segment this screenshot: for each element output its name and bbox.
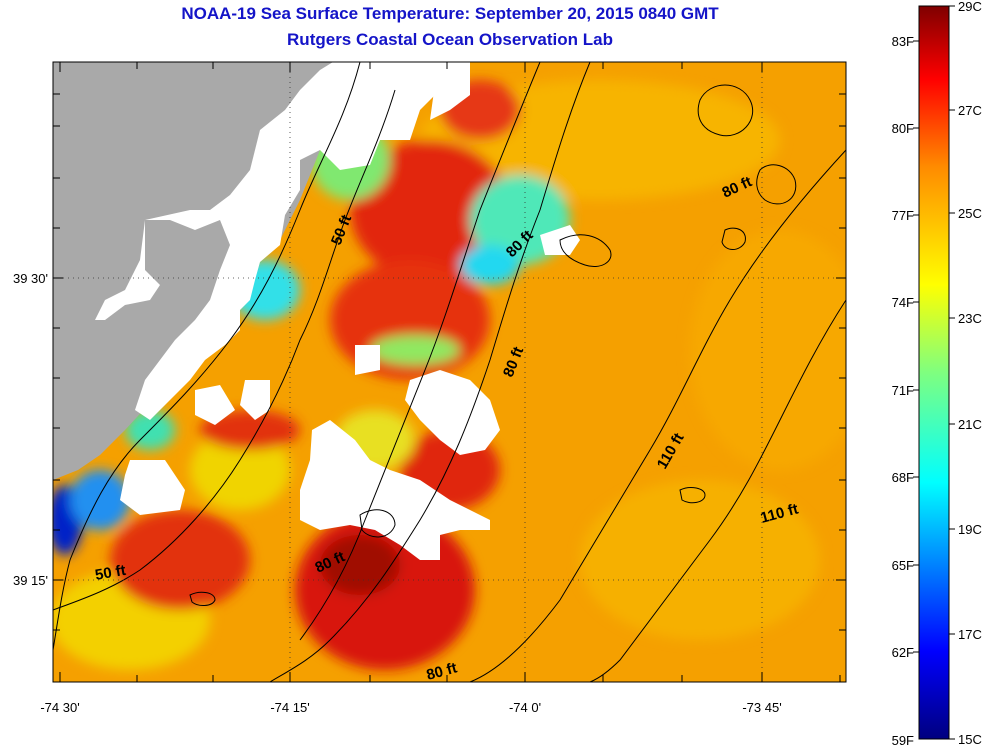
cb-f-label-8: 62F xyxy=(892,645,914,660)
cb-f-label-7: 65F xyxy=(892,558,914,573)
cb-c-label-2: 27C xyxy=(958,103,982,118)
cb-f-label-9: 59F xyxy=(892,733,914,748)
lon-label-4: -73 45' xyxy=(742,700,781,715)
colorbar: 83F 80F 77F 74F 71F 68F 65F 62F 59F 29C … xyxy=(892,0,982,748)
depth-contours xyxy=(53,62,846,682)
graticule xyxy=(53,62,846,682)
sst-field: 50 ft 80 ft 80 ft 80 ft 80 ft 110 ft 110… xyxy=(53,62,846,683)
cb-c-label-6: 19C xyxy=(958,522,982,537)
cb-c-label-3: 25C xyxy=(958,206,982,221)
map-ticks xyxy=(53,62,846,682)
lon-label-2: -74 15' xyxy=(270,700,309,715)
map-subtitle: Rutgers Coastal Ocean Observation Lab xyxy=(287,30,613,49)
cb-c-label-1: 29C xyxy=(958,0,982,14)
cb-f-label-2: 80F xyxy=(892,121,914,136)
map-title: NOAA-19 Sea Surface Temperature: Septemb… xyxy=(181,4,719,23)
lat-label-2: 39 15' xyxy=(13,573,48,588)
map-frame xyxy=(52,61,847,683)
lon-label-3: -74 0' xyxy=(509,700,541,715)
cloud-mask xyxy=(95,62,580,560)
cb-c-label-4: 23C xyxy=(958,311,982,326)
depth-label-9: 80 ft xyxy=(425,659,459,683)
depth-label-8: 50 ft xyxy=(94,562,127,584)
lon-label-1: -74 30' xyxy=(40,700,79,715)
cb-f-label-4: 74F xyxy=(892,295,914,310)
cb-f-label-1: 83F xyxy=(892,34,914,49)
cb-f-label-5: 71F xyxy=(892,383,914,398)
lat-label-1: 39 30' xyxy=(13,271,48,286)
axis-labels: -74 30' -74 15' -74 0' -73 45' 39 30' 39… xyxy=(13,271,782,715)
colorbar-gradient xyxy=(918,5,950,740)
cb-c-label-8: 15C xyxy=(958,732,982,747)
cb-c-label-5: 21C xyxy=(958,417,982,432)
cb-f-label-3: 77F xyxy=(892,208,914,223)
cb-f-label-6: 68F xyxy=(892,470,914,485)
cb-c-label-7: 17C xyxy=(958,627,982,642)
colorbar-ticks xyxy=(913,5,955,740)
